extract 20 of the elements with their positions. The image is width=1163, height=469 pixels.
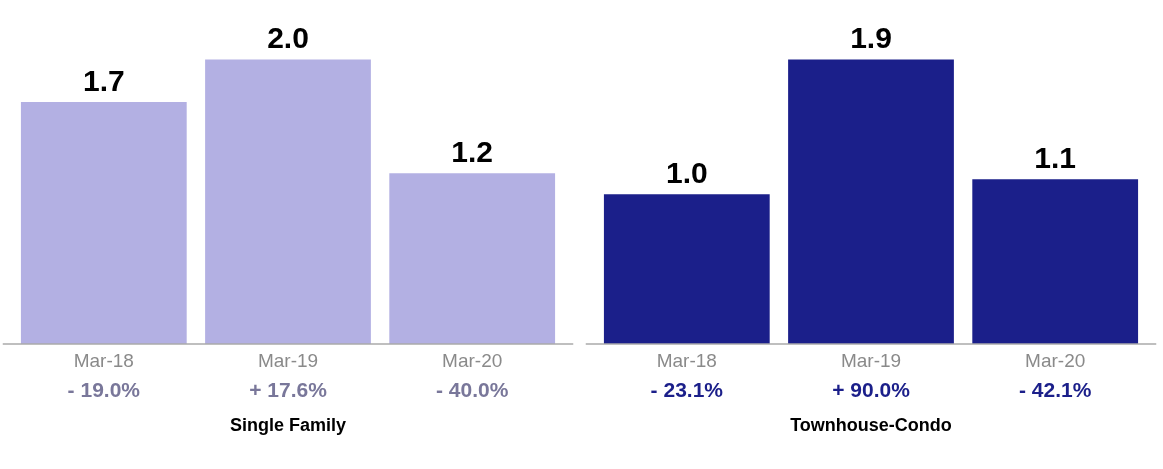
x-tick-label: Mar-19	[840, 349, 902, 371]
data-label: 1.0	[665, 155, 708, 189]
data-label: 1.2	[451, 134, 494, 168]
x-tick-label: Mar-19	[257, 349, 319, 371]
x-tick-label: Mar-20	[1025, 349, 1086, 371]
text: + 17.6%	[249, 378, 328, 402]
x-axis-title: Townhouse-Condo	[790, 415, 952, 436]
data-label: 2.0	[267, 21, 309, 55]
x-tick-label: Mar-18	[656, 349, 717, 371]
data-label: 1.9	[850, 21, 892, 55]
text: - 42.1%	[1019, 378, 1092, 402]
data-label: 1.7	[82, 63, 125, 97]
x-axis-title: Single Family	[229, 415, 347, 436]
text: + 90.0%	[832, 378, 911, 402]
text: - 40.0%	[436, 378, 509, 402]
text: - 19.0%	[67, 378, 141, 402]
x-tick-label: Mar-18	[73, 349, 134, 371]
data-label: 1.1	[1034, 140, 1077, 174]
text: - 23.1%	[650, 378, 724, 402]
x-tick-label: Mar-20	[442, 349, 503, 371]
